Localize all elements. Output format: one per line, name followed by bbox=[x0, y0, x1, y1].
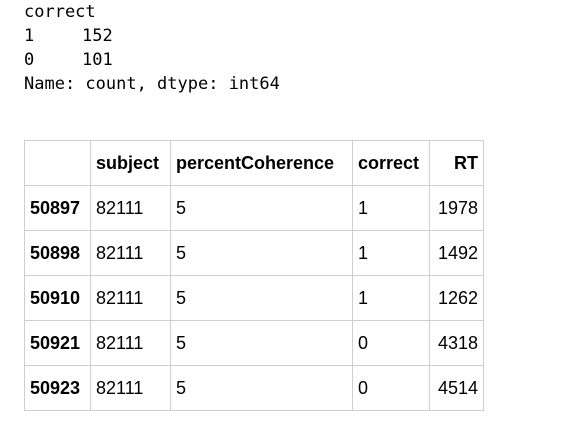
cell-subject: 82111 bbox=[90, 185, 171, 231]
table-row: 50898 82111 5 1 1492 bbox=[24, 230, 484, 276]
cell-rt: 4318 bbox=[429, 320, 484, 366]
cell-correct: 0 bbox=[352, 320, 430, 366]
value-count-row: 1 152 bbox=[24, 24, 280, 48]
table-row: 50910 82111 5 1 1262 bbox=[24, 275, 484, 321]
cell-correct: 0 bbox=[352, 365, 430, 411]
table-body: 50897 82111 5 1 1978 50898 82111 5 1 149… bbox=[24, 185, 484, 411]
row-index: 50897 bbox=[24, 185, 91, 231]
value-count-key: 0 bbox=[24, 50, 35, 70]
cell-correct: 1 bbox=[352, 185, 430, 231]
series-footer-line: Name: count, dtype: int64 bbox=[24, 74, 280, 94]
series-name-line: correct bbox=[24, 2, 96, 22]
row-index: 50921 bbox=[24, 320, 91, 366]
cell-subject: 82111 bbox=[90, 230, 171, 276]
value-count-key: 1 bbox=[24, 26, 35, 46]
cell-correct: 1 bbox=[352, 230, 430, 276]
cell-percent-coherence: 5 bbox=[170, 365, 353, 411]
cell-rt: 1978 bbox=[429, 185, 484, 231]
cell-rt: 4514 bbox=[429, 365, 484, 411]
header-subject: subject bbox=[90, 140, 171, 186]
header-percent-coherence: percentCoherence bbox=[170, 140, 353, 186]
cell-rt: 1262 bbox=[429, 275, 484, 321]
table-header: subject percentCoherence correct RT bbox=[24, 140, 484, 186]
value-count-value: 152 bbox=[82, 26, 113, 46]
cell-percent-coherence: 5 bbox=[170, 275, 353, 321]
cell-percent-coherence: 5 bbox=[170, 320, 353, 366]
cell-subject: 82111 bbox=[90, 365, 171, 411]
table-row: 50897 82111 5 1 1978 bbox=[24, 185, 484, 231]
header-correct: correct bbox=[352, 140, 430, 186]
dataframe-table: subject percentCoherence correct RT 5089… bbox=[24, 140, 484, 411]
table-row: 50923 82111 5 0 4514 bbox=[24, 365, 484, 411]
cell-percent-coherence: 5 bbox=[170, 230, 353, 276]
value-count-value: 101 bbox=[82, 50, 113, 70]
cell-subject: 82111 bbox=[90, 275, 171, 321]
row-index: 50923 bbox=[24, 365, 91, 411]
header-index-cell bbox=[24, 140, 91, 186]
row-index: 50910 bbox=[24, 275, 91, 321]
header-rt: RT bbox=[429, 140, 484, 186]
value-counts-output: correct 1 152 0 101 Name: count, dtype: in… bbox=[24, 0, 280, 96]
header-row: subject percentCoherence correct RT bbox=[24, 140, 484, 186]
dataframe-output: subject percentCoherence correct RT 5089… bbox=[24, 140, 484, 411]
table-row: 50921 82111 5 0 4318 bbox=[24, 320, 484, 366]
row-index: 50898 bbox=[24, 230, 91, 276]
cell-subject: 82111 bbox=[90, 320, 171, 366]
cell-percent-coherence: 5 bbox=[170, 185, 353, 231]
value-count-row: 0 101 bbox=[24, 48, 280, 72]
cell-rt: 1492 bbox=[429, 230, 484, 276]
cell-correct: 1 bbox=[352, 275, 430, 321]
